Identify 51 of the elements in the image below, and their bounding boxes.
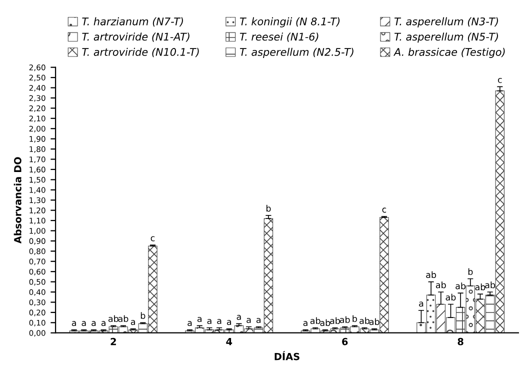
data-label: ab [485, 281, 496, 288]
data-label: a [256, 318, 261, 323]
data-label: a [303, 321, 308, 326]
data-label: a [72, 321, 76, 326]
data-label: a [92, 321, 96, 326]
data-label: a [197, 316, 202, 322]
data-label: a [207, 318, 212, 324]
data-label: b [140, 312, 146, 319]
data-label: ab [436, 281, 446, 288]
legend-label: T. asperellum (N5-T) [394, 32, 498, 43]
legend-label: T. harzianum (N7-T) [82, 17, 183, 27]
x-tick-label: 6 [342, 338, 348, 346]
data-label: a [101, 321, 106, 326]
legend-label: A. brassicae (Testigo) [393, 48, 505, 58]
data-label: a [130, 320, 135, 326]
data-label: ab [360, 317, 370, 324]
data-label: ab [475, 284, 486, 290]
legend-label: T. asperellum (N3-T) [394, 17, 498, 28]
data-label: ab [118, 315, 128, 322]
data-label: a [217, 318, 222, 324]
data-label: ab [108, 315, 118, 322]
data-label: ab [340, 316, 350, 323]
x-tick-label: 8 [458, 338, 464, 346]
data-label: c [498, 78, 502, 83]
y-axis-title: Absorvancia DO [14, 157, 22, 244]
data-label: b [352, 315, 357, 322]
data-label: a [236, 314, 241, 320]
x-tick-label: 2 [110, 338, 116, 346]
data-label: ab [369, 318, 380, 326]
legend-label: T. reesei (N1-6) [240, 32, 318, 42]
legend-label: T. artroviride (N1-AT) [82, 32, 190, 42]
data-label: b [266, 204, 271, 212]
legend-label: T. koningii (N 8.1-T) [240, 17, 340, 28]
data-label: ab [456, 282, 466, 290]
data-label: a [419, 302, 424, 307]
data-label: ab [426, 271, 436, 278]
data-label: a [188, 321, 192, 326]
legend-label: T. artroviride (N10.1-T) [82, 48, 199, 58]
legend-label: T. asperellum (N2.5-T) [240, 48, 354, 58]
data-label: c [382, 208, 386, 213]
data-label: a [226, 320, 232, 326]
data-label: a [82, 321, 86, 326]
data-label: c [150, 236, 155, 242]
data-label: ab [446, 294, 456, 301]
x-tick-label: 4 [226, 338, 232, 346]
x-axis-title: DÍAS [274, 351, 300, 360]
data-label: ab [330, 317, 340, 324]
data-label: a [246, 318, 251, 323]
data-label: b [468, 268, 473, 275]
data-label: ab [320, 319, 330, 326]
data-label: ab [310, 317, 320, 324]
